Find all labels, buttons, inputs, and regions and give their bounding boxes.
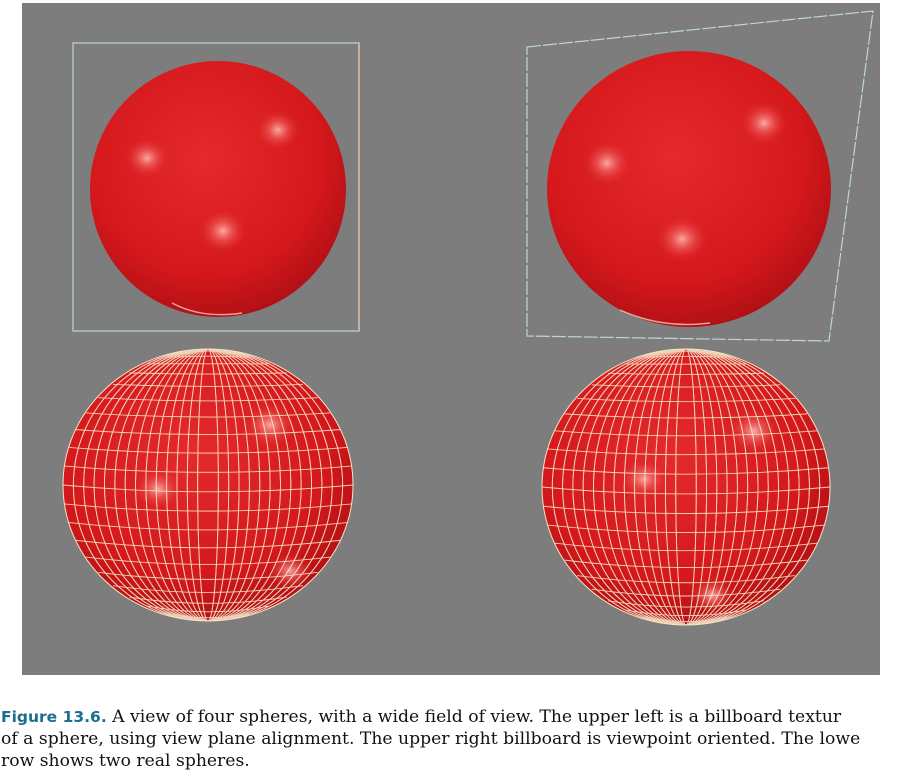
caption-line-2: of a sphere, using view plane alignment.… (1, 729, 861, 749)
wireframe-sphere-left (62, 348, 354, 622)
wireframe-grid-left (63, 349, 353, 621)
caption-line-3: row shows two real spheres. (1, 751, 250, 771)
wireframe-sphere-right (541, 348, 831, 626)
figure-caption: Figure 13.6. A view of four spheres, wit… (1, 706, 897, 772)
caption-text-1: A view of four spheres, with a wide fiel… (106, 707, 842, 727)
sphere-upper-right (547, 51, 831, 327)
sphere-upper-left (90, 61, 346, 317)
figure-label: Figure 13.6. (1, 708, 107, 726)
billboard-viewpoint-oriented (526, 10, 874, 342)
billboard-frame-right (526, 10, 874, 342)
figure-render (22, 3, 880, 675)
caption-line-1: Figure 13.6. A view of four spheres, wit… (1, 706, 897, 728)
wireframe-grid-right (542, 349, 830, 625)
billboard-view-plane-aligned (72, 42, 360, 332)
